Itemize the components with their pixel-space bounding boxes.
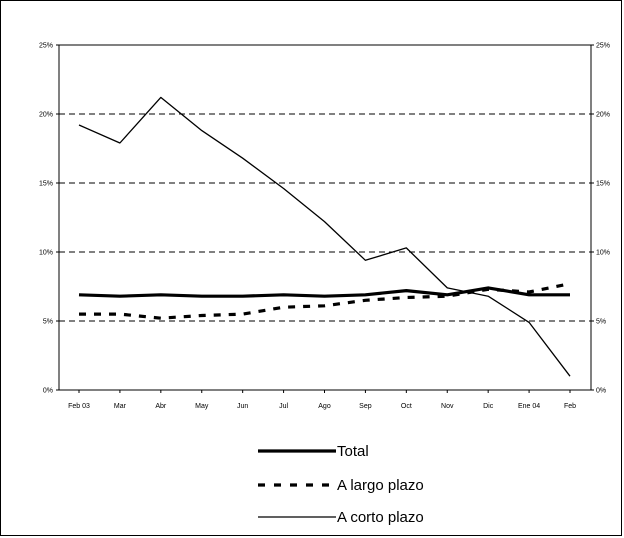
x-tick-label: Feb 03 — [68, 403, 90, 410]
legend-label-a-largo-plazo: A largo plazo — [337, 477, 424, 494]
legend-label-a-corto-plazo: A corto plazo — [337, 509, 424, 526]
x-tick-label: Dic — [483, 403, 494, 410]
x-tick-label: Jul — [279, 403, 288, 410]
plot-area — [58, 44, 592, 391]
x-tick-label: Oct — [401, 403, 412, 410]
x-tick-label: Abr — [155, 403, 167, 410]
y-tick-label-right: 25% — [596, 43, 610, 50]
legend-item-total: Total — [258, 443, 369, 460]
y-axis-right: 0% 5% 10% 15% 20% 25% — [591, 43, 610, 395]
series-line-a-largo-plazo — [79, 282, 571, 320]
x-axis: Feb 03 Mar Abr May Jun Jul Ago Sep Oct Nov Dic Ene … — [68, 390, 576, 410]
x-tick-label: Sep — [359, 403, 372, 410]
y-axis-left: 0% 5% 10% 15% 20% 25% — [39, 43, 59, 395]
x-tick-label: Jun — [237, 403, 248, 410]
x-tick-label: Ene 04 — [518, 403, 540, 410]
y-tick-label-left: 20% — [39, 112, 53, 119]
legend-label-total: Total — [337, 443, 369, 460]
y-tick-label-left: 10% — [39, 250, 53, 257]
y-tick-label-right: 20% — [596, 112, 610, 119]
series-line-total — [78, 286, 570, 298]
y-tick-label-left: 25% — [39, 43, 53, 50]
grid-lines — [59, 44, 591, 322]
legend-item-a-largo-plazo: A largo plazo — [258, 477, 424, 494]
y-tick-label-left: 0% — [43, 388, 53, 395]
x-tick-label: Ago — [318, 403, 331, 410]
y-tick-label-left: 15% — [39, 181, 53, 188]
y-tick-label-right: 5% — [596, 319, 606, 326]
y-tick-label-right: 0% — [596, 388, 606, 395]
x-tick-label: Feb — [564, 403, 576, 410]
series-lines — [78, 96, 571, 377]
x-tick-label: Nov — [441, 403, 454, 410]
legend-item-a-corto-plazo: A corto plazo — [258, 509, 424, 526]
y-tick-label-left: 5% — [43, 319, 53, 326]
legend: Total A largo plazo A corto plazo — [258, 443, 424, 526]
x-tick-label: Mar — [114, 403, 127, 410]
y-tick-label-right: 10% — [596, 250, 610, 257]
x-tick-label: May — [195, 403, 209, 410]
y-tick-label-right: 15% — [596, 181, 610, 188]
series-line-a-corto-plazo — [78, 96, 571, 377]
